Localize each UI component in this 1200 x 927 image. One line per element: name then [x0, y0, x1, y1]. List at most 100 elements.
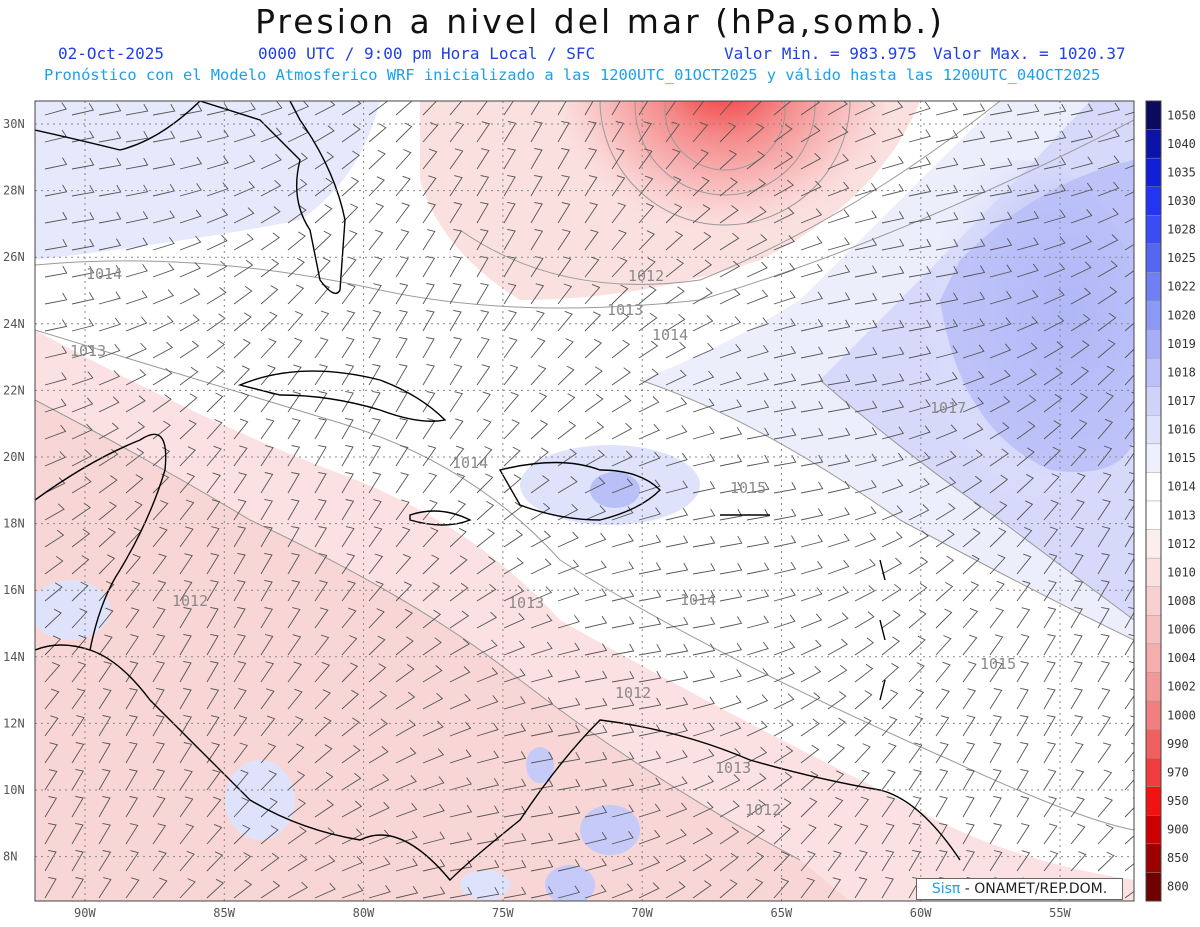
wind-barb — [233, 824, 251, 845]
wind-barb — [611, 367, 631, 386]
wind-barb — [962, 370, 985, 386]
wind-barb — [368, 310, 382, 332]
wind-barb — [125, 877, 140, 899]
wind-barb — [287, 310, 304, 332]
wind-barb — [827, 237, 850, 251]
wind-barb — [341, 337, 355, 359]
wind-barb — [44, 876, 57, 899]
wind-barb — [746, 852, 765, 872]
latitude-label: 18N — [3, 517, 25, 531]
wind-barb — [800, 665, 822, 683]
wind-barb — [800, 613, 823, 629]
wind-barb — [1043, 850, 1059, 872]
wind-barb — [665, 148, 681, 170]
wind-barb — [1124, 552, 1134, 575]
wind-barb — [395, 775, 417, 791]
wind-barb — [962, 581, 980, 602]
wind-barb — [341, 310, 356, 332]
wind-barb — [260, 715, 276, 737]
legend-level-label: 1000 — [1167, 708, 1196, 722]
wind-barb — [638, 777, 661, 791]
wind-barb — [908, 582, 928, 602]
wind-barb — [449, 445, 465, 467]
wind-barb — [206, 129, 230, 143]
wind-barb — [1070, 156, 1094, 170]
wind-barb — [557, 365, 575, 386]
wind-barb — [179, 823, 195, 845]
wind-barb — [287, 257, 305, 278]
wind-barb — [368, 149, 386, 170]
wind-barb — [206, 526, 220, 548]
wind-barb — [719, 316, 742, 332]
wind-barb — [44, 292, 68, 305]
wind-barb — [638, 121, 653, 143]
wind-barb — [1043, 103, 1067, 116]
wind-barb — [287, 445, 301, 467]
wind-barb — [395, 664, 415, 683]
wind-barb — [368, 417, 381, 440]
wind-barb — [368, 176, 385, 197]
wind-barb — [989, 422, 1010, 440]
wind-barb — [692, 149, 709, 170]
wind-barb — [989, 238, 1013, 251]
wind-barb — [422, 309, 435, 332]
wind-barb — [395, 691, 416, 710]
wind-barb — [1043, 526, 1059, 548]
legend-swatch — [1145, 243, 1162, 273]
wind-barb — [800, 454, 824, 467]
wind-barb — [827, 586, 850, 602]
wind-barb — [125, 688, 139, 710]
wind-barb — [422, 229, 436, 251]
wind-barb — [1097, 234, 1119, 251]
wind-barb — [179, 526, 194, 548]
wind-barb — [287, 284, 305, 305]
wind-barb — [530, 365, 547, 386]
legend-level-label: 1016 — [1167, 423, 1196, 437]
wind-barb — [1043, 393, 1063, 413]
wind-barb — [557, 256, 572, 278]
wind-barb — [233, 445, 248, 467]
wind-barb — [557, 642, 581, 656]
wind-barb — [1043, 823, 1058, 845]
wind-barb — [206, 234, 228, 251]
wind-barb — [233, 207, 255, 224]
wind-barb — [854, 877, 868, 899]
wind-barb — [1124, 499, 1134, 521]
wind-barb — [44, 529, 65, 548]
wind-barb — [557, 531, 579, 548]
wind-barb — [827, 101, 848, 116]
wind-barb — [314, 230, 332, 251]
wind-barb — [800, 152, 822, 170]
wind-barb — [692, 669, 716, 683]
wind-barb — [908, 530, 929, 548]
wind-barb — [125, 395, 146, 413]
wind-barb — [665, 425, 688, 440]
wind-barb — [1070, 103, 1094, 116]
wind-barb — [287, 178, 308, 197]
wind-barb — [881, 211, 905, 224]
wind-barb — [719, 879, 738, 899]
wind-barb — [314, 553, 328, 575]
wind-barb — [1070, 393, 1089, 413]
wind-barb — [44, 742, 59, 764]
wind-barb — [1016, 823, 1030, 845]
wind-barb — [125, 474, 144, 494]
wind-barb — [584, 724, 608, 737]
wind-barb — [71, 877, 85, 899]
wind-barb — [773, 508, 797, 521]
wind-barb — [962, 768, 975, 791]
wind-barb — [989, 369, 1011, 386]
wind-barb — [800, 560, 823, 575]
wind-barb — [368, 690, 388, 710]
longitude-label: 60W — [910, 906, 932, 920]
wind-barb — [638, 479, 661, 494]
wind-barb — [692, 775, 715, 791]
wind-barb — [638, 101, 649, 116]
wind-barb — [584, 477, 606, 494]
wind-barb — [611, 561, 635, 575]
isobar-label: 1014 — [452, 454, 488, 472]
wind-barb — [125, 768, 138, 791]
wind-barb — [287, 471, 300, 494]
wind-barb — [341, 884, 364, 899]
wind-barb — [935, 157, 959, 170]
